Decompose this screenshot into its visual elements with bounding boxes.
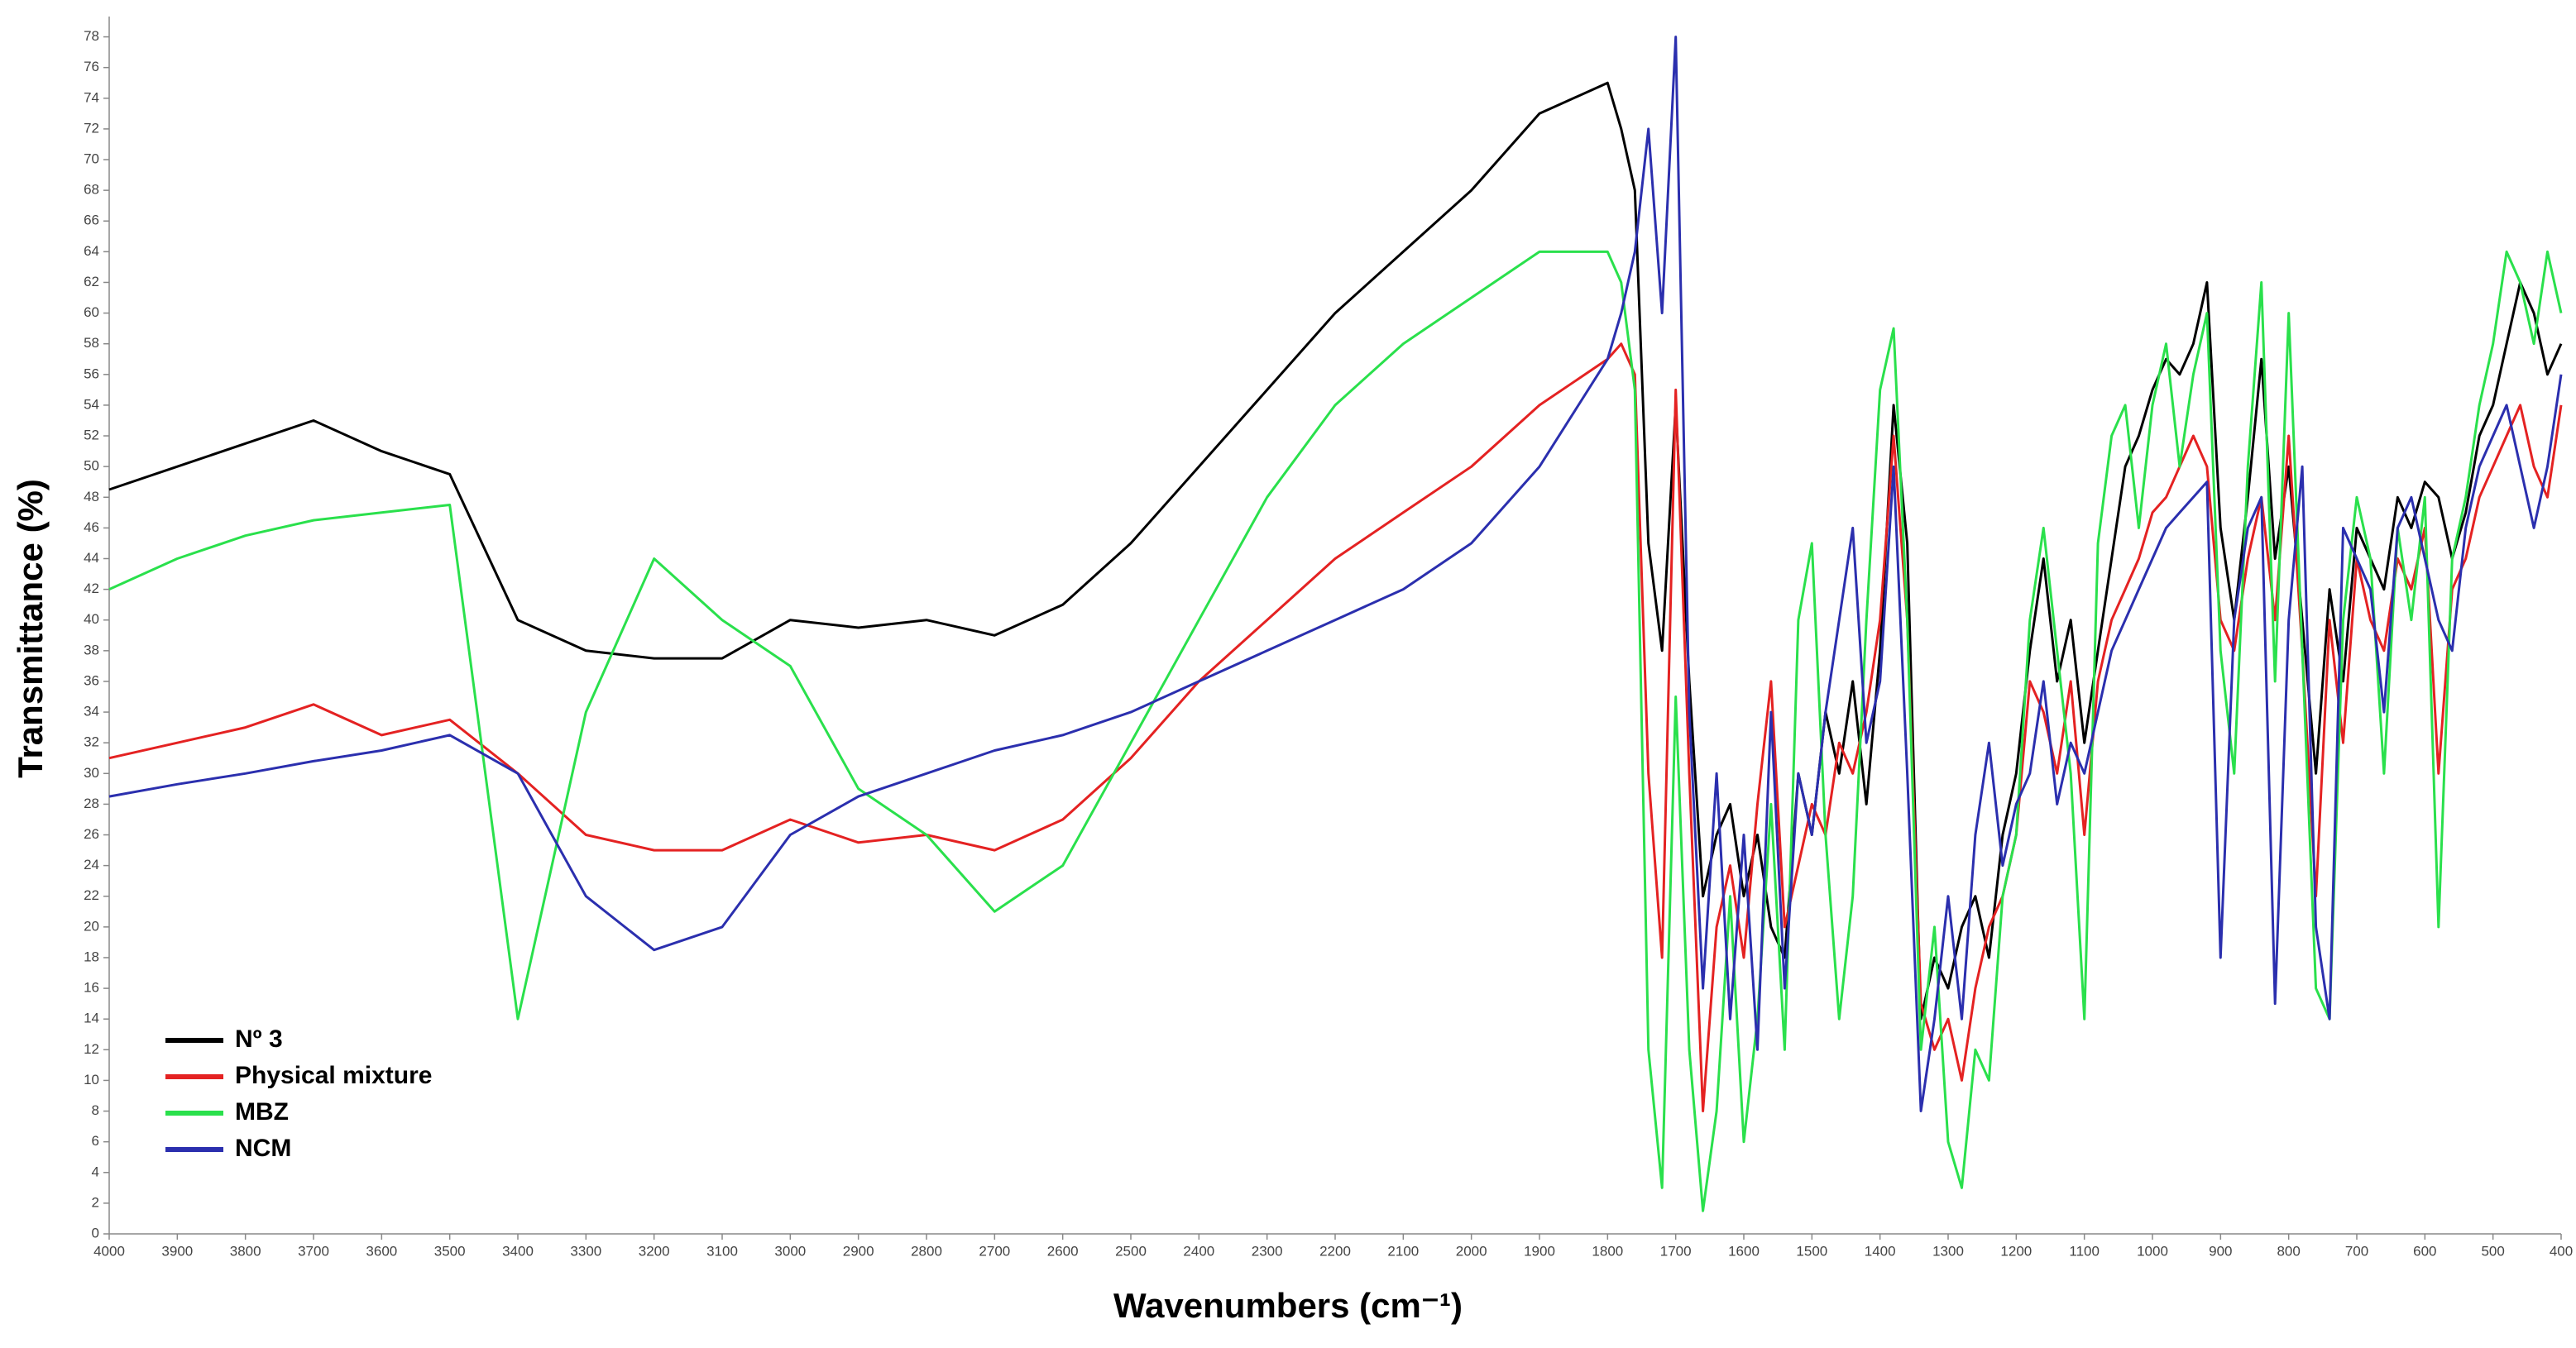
legend-label: Physical mixture <box>235 1062 432 1089</box>
legend-label: MBZ <box>235 1098 289 1126</box>
series-line <box>108 250 2563 1212</box>
y-tick-label: 28 <box>84 796 99 811</box>
x-tick-label: 1000 <box>2137 1243 2168 1259</box>
y-tick-label: 8 <box>92 1102 99 1118</box>
y-tick-label: 70 <box>84 151 99 166</box>
x-tick-label: 1100 <box>2069 1243 2100 1259</box>
y-tick-label: 46 <box>84 519 99 535</box>
x-tick-label: 2500 <box>1115 1243 1147 1259</box>
y-tick-label: 64 <box>84 243 99 259</box>
y-tick-label: 26 <box>84 826 99 842</box>
x-tick-label: 2900 <box>843 1243 874 1259</box>
x-tick-label: 1700 <box>1660 1243 1692 1259</box>
y-tick-label: 36 <box>84 672 99 688</box>
y-tick-label: 78 <box>84 28 99 44</box>
x-tick-label: 3000 <box>774 1243 806 1259</box>
x-tick-label: 800 <box>2277 1243 2300 1259</box>
y-tick-label: 14 <box>84 1011 99 1026</box>
x-tick-label: 2700 <box>979 1243 1010 1259</box>
x-tick-label: 3100 <box>706 1243 738 1259</box>
x-tick-label: 2600 <box>1047 1243 1079 1259</box>
y-tick-label: 52 <box>84 428 99 443</box>
x-tick-label: 500 <box>2481 1243 2504 1259</box>
y-tick-label: 74 <box>84 89 99 105</box>
series-line <box>108 342 2563 1112</box>
y-tick-label: 16 <box>84 980 99 996</box>
x-tick-label: 3700 <box>298 1243 329 1259</box>
y-tick-label: 2 <box>92 1194 99 1210</box>
y-tick-label: 58 <box>84 335 99 351</box>
x-tick-label: 1300 <box>1932 1243 1964 1259</box>
legend-label: Nº 3 <box>235 1025 283 1053</box>
y-tick-label: 60 <box>84 304 99 320</box>
y-tick-label: 0 <box>92 1225 99 1240</box>
y-tick-label: 56 <box>84 366 99 381</box>
y-tick-label: 10 <box>84 1072 99 1087</box>
y-tick-label: 62 <box>84 274 99 289</box>
x-tick-label: 3900 <box>161 1243 193 1259</box>
y-tick-label: 24 <box>84 857 99 872</box>
y-tick-label: 44 <box>84 550 99 566</box>
x-tick-label: 2200 <box>1319 1243 1351 1259</box>
x-tick-label: 2300 <box>1252 1243 1283 1259</box>
x-tick-label: 2100 <box>1387 1243 1419 1259</box>
series-line <box>108 81 2563 1021</box>
y-tick-label: 32 <box>84 734 99 750</box>
x-tick-label: 3200 <box>639 1243 670 1259</box>
x-tick-label: 2000 <box>1456 1243 1487 1259</box>
y-axis-title: Transmittance (%) <box>11 479 50 778</box>
y-tick-label: 12 <box>84 1041 99 1057</box>
x-tick-label: 2800 <box>911 1243 942 1259</box>
y-tick-label: 4 <box>92 1164 99 1179</box>
x-tick-label: 400 <box>2550 1243 2573 1259</box>
x-tick-label: 3600 <box>366 1243 397 1259</box>
x-tick-label: 600 <box>2413 1243 2436 1259</box>
y-tick-label: 48 <box>84 489 99 504</box>
y-tick-label: 22 <box>84 887 99 903</box>
y-tick-label: 6 <box>92 1133 99 1149</box>
x-tick-label: 4000 <box>93 1243 125 1259</box>
y-tick-label: 68 <box>84 182 99 198</box>
y-tick-label: 66 <box>84 213 99 228</box>
x-tick-label: 700 <box>2345 1243 2368 1259</box>
y-tick-label: 30 <box>84 765 99 781</box>
legend-label: NCM <box>235 1135 291 1162</box>
x-axis-title: Wavenumbers (cm⁻¹) <box>1113 1286 1463 1325</box>
x-tick-label: 1500 <box>1796 1243 1827 1259</box>
x-tick-label: 3500 <box>434 1243 466 1259</box>
y-tick-label: 76 <box>84 59 99 74</box>
x-tick-label: 3800 <box>230 1243 261 1259</box>
y-tick-label: 42 <box>84 581 99 596</box>
x-tick-label: 3300 <box>570 1243 601 1259</box>
x-tick-label: 1800 <box>1592 1243 1623 1259</box>
y-tick-label: 54 <box>84 396 99 412</box>
y-tick-label: 20 <box>84 918 99 934</box>
y-tick-label: 38 <box>84 642 99 657</box>
x-tick-label: 1900 <box>1524 1243 1555 1259</box>
y-tick-label: 18 <box>84 949 99 964</box>
x-tick-label: 1200 <box>2000 1243 2032 1259</box>
x-tick-label: 900 <box>2209 1243 2232 1259</box>
y-tick-label: 40 <box>84 611 99 627</box>
series-line <box>108 36 2563 1112</box>
x-tick-label: 2400 <box>1183 1243 1214 1259</box>
y-tick-label: 34 <box>84 704 99 719</box>
y-tick-label: 50 <box>84 458 99 474</box>
x-tick-label: 1400 <box>1865 1243 1896 1259</box>
x-tick-label: 3400 <box>502 1243 534 1259</box>
x-tick-label: 1600 <box>1728 1243 1760 1259</box>
y-tick-label: 72 <box>84 120 99 136</box>
